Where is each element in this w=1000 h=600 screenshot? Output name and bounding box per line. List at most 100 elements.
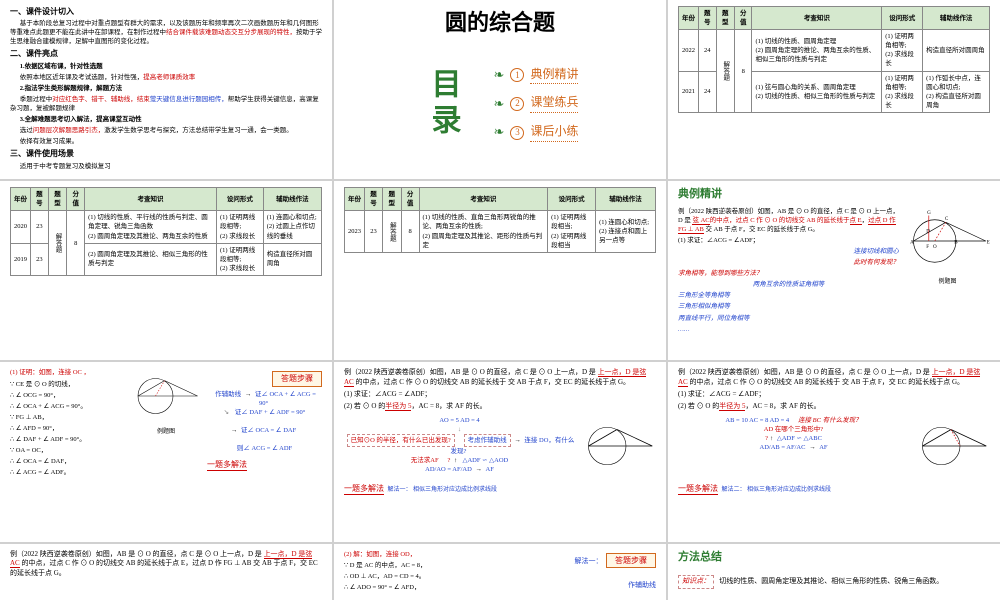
para: 适用于中考专题复习及模拟复习 [10, 162, 322, 171]
heading-2: 二、课件亮点 [10, 48, 322, 59]
td: 2022 [679, 30, 699, 71]
svg-text:A: A [910, 239, 914, 245]
slide-intro: 一、课件设计切入 基于本阶段总复习过程中对重点题型有群大的需求，以及该题历年和频… [0, 0, 332, 179]
figure [581, 416, 656, 480]
td: 构造直径所对圆周角 [263, 243, 321, 275]
slide-part2-m1: 例（2022 陕西逆袭卷原创）如图，AB 是 ⊙ O 的直径，点 C 是 ⊙ O… [334, 362, 666, 541]
fig-caption: 例题图 [131, 428, 201, 436]
main-title: 圆的综合题 [334, 0, 666, 39]
th: 年份 [345, 188, 365, 211]
th: 辅助线作法 [263, 188, 321, 211]
leaf-icon: ❧ [494, 123, 505, 141]
th: 考查知识 [419, 188, 548, 211]
slide-table-2023: 年份 题号 题型 分值 考查知识 设问形式 辅助线作法 2023 23 解答题 … [334, 181, 666, 360]
td: 8 [401, 211, 419, 252]
th: 题型 [716, 7, 734, 30]
slide-proof: (1) 证明：如图，连接 OC ， ∵ CE 是 ⊙ O 的切线，∴ ∠ OCG… [0, 362, 332, 541]
svg-text:B: B [954, 239, 958, 245]
toc-item[interactable]: ❧3课后小练 [494, 123, 579, 142]
td: 解答题 [48, 211, 67, 276]
method-tag: 一题多解法 [207, 460, 247, 471]
svg-text:C: C [945, 215, 949, 221]
flow: AB = 10 AC = 8 AD = 4 连接 BC 有什么发现？ AD 在哪… [678, 416, 909, 480]
flow-right: 答题步骤 作辅助线 → 证∠ OCA + ∠ ACG = 90° ↘ 证∠ DA… [207, 368, 322, 479]
stem: 例（2022 陕西逆袭卷原创）如图，AB 是 ⊙ O 的直径，点 C 是 ⊙ O… [10, 550, 322, 579]
td: (1) 作弧长中点，连圆心和切点; (2) 构造直径所对圆周角 [923, 71, 990, 112]
td: (1) 证明两线段相当; (2) 证明两线段相当 [548, 211, 596, 252]
th: 题型 [48, 188, 67, 211]
heading-1: 一、课件设计切入 [10, 6, 322, 17]
heading-3: 三、课件使用场景 [10, 148, 322, 159]
knowledge-table: 年份 题号 题型 分值 考查知识 设问形式 辅助线作法 2022 24 解答题 … [678, 6, 990, 113]
td: (1) 证明两线段相等; (2) 求线段长 [217, 211, 264, 243]
knowledge-table: 年份 题号 题型 分值 考查知识 设问形式 辅助线作法 2020 23 解答题 … [10, 187, 322, 276]
td: (1) 证明两角相等; (2) 求线段长 [882, 30, 923, 71]
para: 基于本阶段总复习过程中对重点题型有群大的需求，以及该题历年和频率再次二次画数题历… [10, 19, 322, 46]
slide-table-2020: 年份 题号 题型 分值 考查知识 设问形式 辅助线作法 2020 23 解答题 … [0, 181, 332, 360]
flow: AO = 5 AD = 4 ↓ 已知⊙O 的半径，有什么已出发现? 考虑作辅助线… [344, 416, 575, 480]
td: 24 [699, 30, 717, 71]
td: 23 [365, 211, 383, 252]
td: 23 [31, 211, 49, 243]
th: 题型 [382, 188, 401, 211]
td: (1) 切线的性质、圆周角定理 (2) 圆周角定理的推论、两角互余的性质、相似三… [752, 30, 882, 71]
slide-example: 典例精讲 例（2022 陕西逆袭卷原创）如图，AB 是 ⊙ O 的直径，点 C … [668, 181, 1000, 360]
problem-text: 例（2022 陕西逆袭卷原创）如图，AB 是 ⊙ O 的直径，点 C 是 ⊙ O… [678, 207, 899, 336]
item: 2.指法学生类形解题规律，解题方法 [10, 84, 322, 93]
td: (1) 切线的性质、平行线的性质与判定、圆角定理、锐角三角函数 (2) 圆周角定… [85, 211, 217, 243]
td: (1) 弦与圆心角的关系、圆周角定理 (2) 切线的性质、相似三角形的性质与判定 [752, 71, 882, 112]
toc-item[interactable]: ❧1典例精讲 [494, 66, 579, 85]
th: 辅助线作法 [596, 188, 656, 211]
td: 解答题 [716, 30, 734, 113]
th: 设问形式 [882, 7, 923, 30]
slide-cover: 圆的综合题 目录 ❧1典例精讲 ❧2课堂练兵 ❧3课后小练 [334, 0, 666, 179]
item-body: 依照本地区近年课及考试选题，针对性强，提高老师课质效率 [10, 73, 322, 82]
td: (1) 连圆心和切点; (2) 过圆上点作切线的垂线 [263, 211, 321, 243]
svg-text:G: G [927, 209, 931, 215]
slide-part2-m2: 例（2022 陕西逆袭卷原创）如图，AB 是 ⊙ O 的直径，点 C 是 ⊙ O… [668, 362, 1000, 541]
figure [915, 416, 990, 480]
proof-text: (1) 证明：如图，连接 OC ， ∵ CE 是 ⊙ O 的切线，∴ ∠ OCG… [10, 368, 125, 479]
td: (1) 切线的性质、直角三角形两锐角的推论、两角互余的性质; (2) 圆周角定理… [419, 211, 548, 252]
td: 2020 [11, 211, 31, 243]
td: 解答题 [382, 211, 401, 252]
td: 8 [734, 30, 752, 113]
td: 2019 [11, 243, 31, 275]
item-body: 季题过程中对应红色字、错干、辅助线，结束萤天键信息进行题园相传，帮助学生获得关键… [10, 95, 322, 113]
td: 24 [699, 71, 717, 112]
step-tag: 答题步骤 [272, 371, 322, 386]
th: 题号 [31, 188, 49, 211]
th: 设问形式 [217, 188, 264, 211]
th: 年份 [11, 188, 31, 211]
method-tag: 一题多解法 [344, 484, 384, 495]
td: 23 [31, 243, 49, 275]
solution-label: 解法二： 相似三角形对应边成比例求线段 [722, 487, 832, 493]
slide-solution2: (2) 解：如图，连接 OD， ∵ D 是 AC 的中点，AC = 8， ∴ O… [334, 544, 666, 600]
toc-item[interactable]: ❧2课堂练兵 [494, 94, 579, 113]
q1: (1) 求证：∠ACG = ∠ADF； [678, 390, 990, 400]
q2: (2) 若 ⊙ O 的半径为 5，AC = 8，求 AF 的长。 [344, 402, 656, 412]
th: 考查知识 [85, 188, 217, 211]
figure: AB CE GO DF 例题图 [905, 207, 990, 336]
solution-label: 解法一： 相似三角形对应边成比例求线段 [388, 487, 498, 493]
th: 分值 [401, 188, 419, 211]
slide-summary: 方法总结 知识点： 切线的性质、圆周角定理及其推论、相似三角形的性质、锐角三角函… [668, 544, 1000, 600]
th: 年份 [679, 7, 699, 30]
th: 辅助线作法 [923, 7, 990, 30]
section-title: 方法总结 [678, 550, 990, 565]
th: 题号 [365, 188, 383, 211]
knowledge-table: 年份 题号 题型 分值 考查知识 设问形式 辅助线作法 2023 23 解答题 … [344, 187, 656, 253]
toc-label: 目录 [422, 68, 464, 140]
td: (2) 圆周角定理及其推论、相似三角形的性质与判定 [85, 243, 217, 275]
td: 2023 [345, 211, 365, 252]
th: 考查知识 [752, 7, 882, 30]
th: 设问形式 [548, 188, 596, 211]
section-title: 典例精讲 [678, 187, 990, 202]
toc-list: ❧1典例精讲 ❧2课堂练兵 ❧3课后小练 [494, 56, 579, 152]
item-body: 选过问题层次解题思路引杰，激发学生数学思考与探究，方法总结带学生复习一通，会一类… [10, 126, 322, 135]
td: (1) 证明两角相等; (2) 求线段长 [882, 71, 923, 112]
fig-caption: 例题图 [905, 278, 990, 286]
td: 8 [67, 211, 85, 276]
tags: 解法一： 答题步骤 作辅助线 [503, 550, 656, 594]
figure: 例题图 [131, 368, 201, 479]
